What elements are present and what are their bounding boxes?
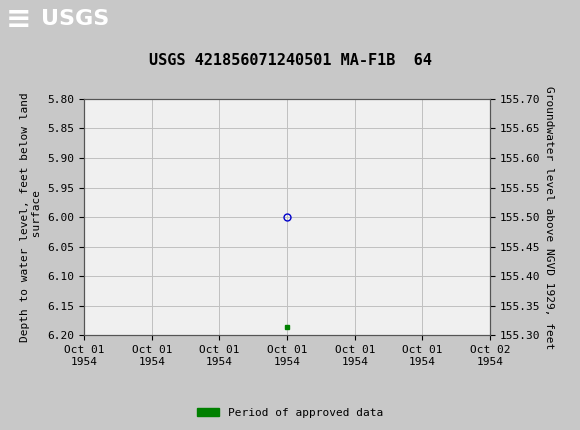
Text: USGS 421856071240501 MA-F1B  64: USGS 421856071240501 MA-F1B 64 [148,53,432,68]
Y-axis label: Depth to water level, feet below land
 surface: Depth to water level, feet below land su… [20,92,42,342]
Text: USGS: USGS [41,9,109,29]
Legend: Period of approved data: Period of approved data [193,403,387,422]
Text: ≡: ≡ [6,5,31,34]
Y-axis label: Groundwater level above NGVD 1929, feet: Groundwater level above NGVD 1929, feet [544,86,554,349]
